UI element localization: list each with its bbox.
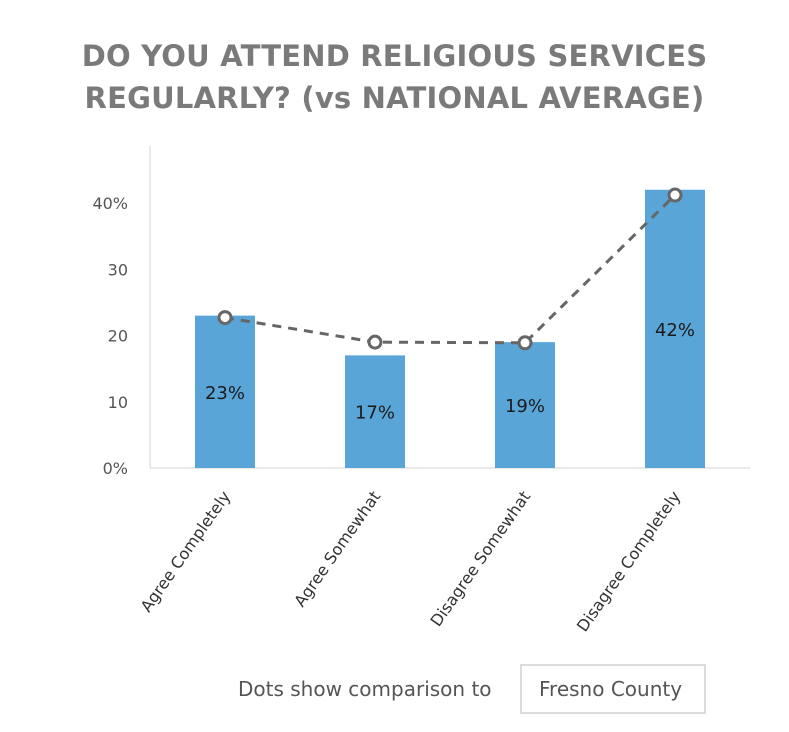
- bar-chart: 0% 10 20 30 40% 23% 17% 19% 42% Agree Completely A…: [92, 146, 750, 635]
- bar-data-label: 17%: [355, 403, 395, 424]
- x-tick-label: Agree Completely: [137, 487, 235, 615]
- comparison-line: [224, 193, 677, 345]
- y-tick-label: 40%: [92, 194, 128, 213]
- comparison-dot: [217, 310, 233, 326]
- comparison-dot: [667, 187, 683, 203]
- x-tick-label: Disagree Completely: [573, 487, 684, 635]
- bar-data-label: 42%: [655, 320, 695, 341]
- chart-title: DO YOU ATTEND RELIGIOUS SERVICES REGULAR…: [0, 35, 789, 119]
- y-tick-label: 20: [108, 327, 128, 346]
- y-tick-label: 10: [108, 393, 128, 412]
- chart-title-line-2: REGULARLY? (vs NATIONAL AVERAGE): [84, 81, 705, 115]
- x-tick-label: Agree Somewhat: [290, 487, 384, 610]
- x-tick-label: Disagree Somewhat: [427, 487, 535, 630]
- comparison-dot: [367, 334, 383, 350]
- chart-title-line-1: DO YOU ATTEND RELIGIOUS SERVICES: [81, 39, 708, 73]
- comparison-dot: [517, 335, 533, 351]
- y-tick-label: 0%: [103, 459, 128, 478]
- bar: [495, 342, 555, 468]
- bar: [645, 189, 705, 468]
- bar-data-label: 23%: [205, 383, 245, 404]
- bar: [195, 315, 255, 468]
- bar-data-label: 19%: [505, 396, 545, 417]
- comparison-select[interactable]: Fresno County: [520, 664, 706, 714]
- bar: [345, 355, 405, 468]
- y-tick-label: 30: [108, 260, 128, 279]
- comparison-label: Dots show comparison to: [238, 677, 492, 701]
